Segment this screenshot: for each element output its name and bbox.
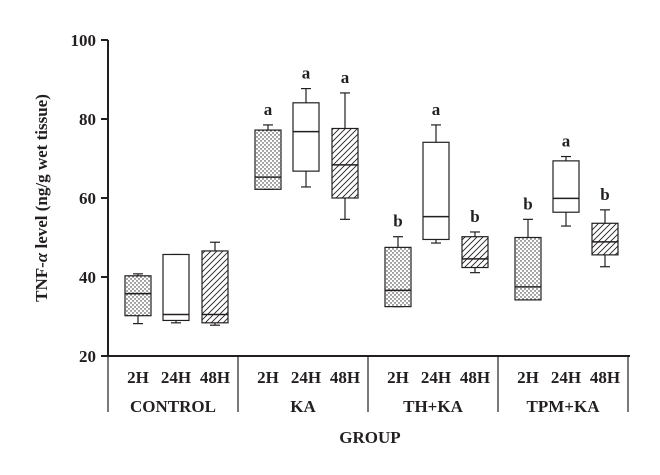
box-mark: b (514, 194, 542, 301)
iqr-box (552, 160, 580, 213)
x-tick-label: 24H (551, 368, 581, 387)
x-tick-label: 24H (291, 368, 321, 387)
y-axis-title-prefix: TNF- (32, 262, 51, 302)
x-tick-label: 2H (257, 368, 279, 387)
x-tick-label: 2H (387, 368, 409, 387)
iqr-box (162, 253, 190, 322)
box-mark: a (254, 100, 282, 190)
iqr-box (331, 127, 359, 199)
box-mark: b (384, 212, 412, 308)
significance-label: a (341, 68, 350, 87)
x-tick-label: 48H (330, 368, 360, 387)
box-mark (201, 241, 229, 326)
y-tick-label: 40 (79, 268, 96, 287)
y-tick-label: 100 (71, 31, 97, 50)
box-mark: b (461, 207, 489, 274)
box-mark: a (552, 132, 580, 227)
significance-label: b (393, 212, 402, 231)
iqr-box (254, 129, 282, 190)
y-axis-title-suffix: level (ng/g wet tissue) (32, 94, 51, 253)
y-tick-label: 20 (79, 347, 96, 366)
box-mark: a (422, 100, 450, 244)
significance-label: b (600, 185, 609, 204)
iqr-box (422, 141, 450, 241)
x-axis-title: GROUP (339, 428, 400, 447)
significance-label: a (264, 100, 273, 119)
significance-label: b (470, 207, 479, 226)
group-label: CONTROL (130, 397, 216, 416)
x-tick-label: 2H (127, 368, 149, 387)
box-mark: a (292, 64, 320, 188)
significance-label: a (562, 132, 571, 151)
x-tick-label: 48H (460, 368, 490, 387)
iqr-box (292, 102, 320, 172)
y-axis: 20 40 60 80 100 (71, 31, 109, 366)
group-label: KA (290, 397, 316, 416)
significance-label: a (432, 100, 441, 119)
x-tick-label: 2H (517, 368, 539, 387)
iqr-box (514, 236, 542, 301)
x-axis: CONTROL 2H 24H 48H KA 2H 24H 48H TH+KA 2H 24H 48H TP… (107, 355, 630, 416)
significance-label: a (302, 64, 311, 83)
iqr-box (201, 250, 229, 324)
box-mark (124, 273, 152, 325)
box-mark: b (591, 185, 619, 268)
box-mark (162, 253, 190, 324)
iqr-box (461, 236, 489, 269)
x-tick-label: 48H (590, 368, 620, 387)
box-mark: a (331, 68, 359, 220)
x-tick-label: 24H (161, 368, 191, 387)
box-series: a a a b a b b a b (124, 64, 619, 326)
group-label: TPM+KA (527, 397, 601, 416)
y-axis-title: TNF-α level (ng/g wet tissue) (32, 94, 51, 302)
iqr-box (124, 275, 152, 317)
y-axis-title-greek: α (32, 252, 51, 262)
group-label: TH+KA (403, 397, 463, 416)
x-tick-label: 48H (200, 368, 230, 387)
y-tick-label: 80 (79, 110, 96, 129)
significance-label: b (523, 194, 532, 213)
x-tick-label: 24H (421, 368, 451, 387)
iqr-box (384, 246, 412, 308)
y-tick-label: 60 (79, 189, 96, 208)
iqr-box (591, 222, 619, 256)
